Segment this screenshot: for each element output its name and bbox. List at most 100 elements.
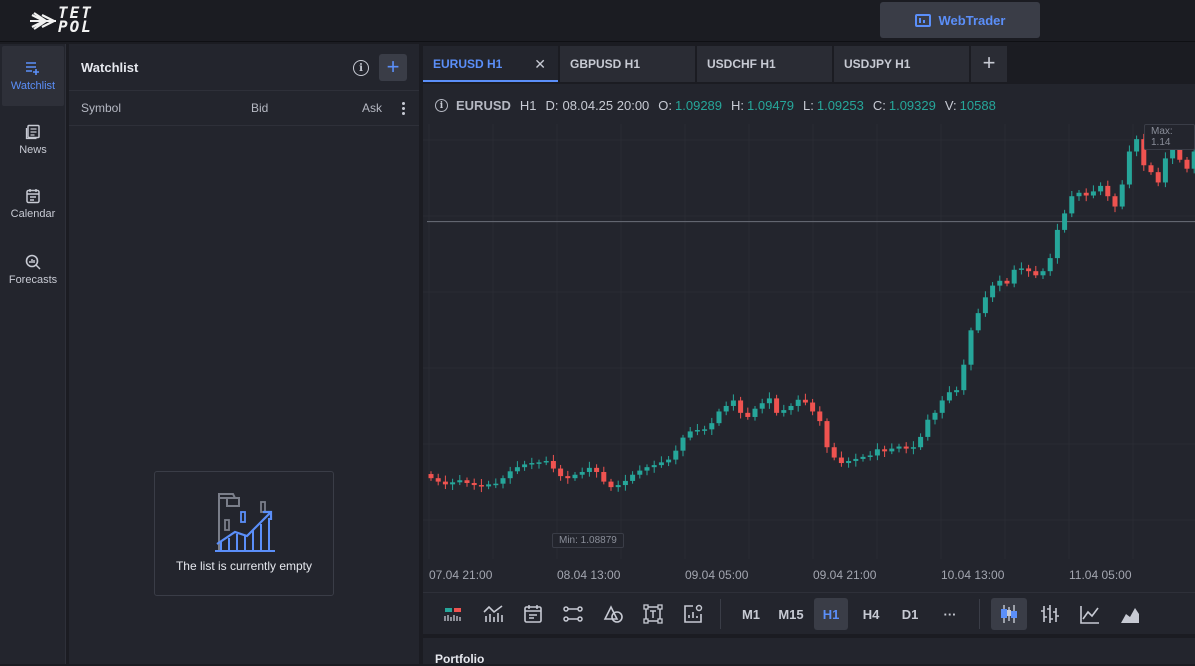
candlestick-chart[interactable] [423,84,1195,592]
column-symbol[interactable]: Symbol [81,101,122,115]
chart-settings-button[interactable] [677,598,709,630]
legend-timeframe: H1 [519,98,537,113]
candle-body [694,430,700,432]
webtrader-button[interactable]: WebTrader [880,2,1040,38]
portfolio-title: Portfolio [435,652,485,666]
candle-body [471,482,477,486]
chart-type-button[interactable] [437,598,469,630]
chart-tabs: EURUSD H1 ✕ GBPUSD H1 USDCHF H1 USDJPY H… [421,44,1195,82]
candle-body [1162,158,1168,183]
candle-body [946,392,952,401]
candle-body [1177,144,1183,160]
line-style-button[interactable] [1073,598,1107,630]
templates-button[interactable] [517,598,549,630]
candle-body [1083,192,1089,196]
legend-low: 1.09253 [816,98,864,113]
candles-icon [1001,605,1017,623]
logo-line-1: TET [58,3,93,22]
candle-body [1004,280,1010,284]
candle-body [874,449,880,456]
candle-body [622,480,628,486]
candle-body [853,458,859,461]
tab-usdjpy[interactable]: USDJPY H1 [834,46,969,82]
x-tick-label: 09.04 05:00 [685,568,749,582]
candle-body [990,285,996,298]
candles-style-button[interactable] [991,598,1027,630]
column-bid[interactable]: Bid [251,101,269,115]
legend-date-label: D: [545,98,559,113]
tab-eurusd[interactable]: EURUSD H1 ✕ [423,46,558,82]
toolbar-divider [979,599,980,629]
nav-item-calendar[interactable]: Calendar [2,174,64,234]
timeframe-m1-button[interactable]: M1 [741,606,761,622]
info-icon[interactable]: i [353,60,369,76]
tab-gbpusd[interactable]: GBPUSD H1 [560,46,695,82]
candle-body [594,467,600,472]
candle-body [867,455,873,457]
watchlist-title: Watchlist [81,60,139,75]
timeframe-d1-button[interactable]: D1 [901,606,919,622]
add-tab-button[interactable]: + [971,46,1007,82]
close-icon[interactable]: ✕ [534,56,546,72]
timeframe-h1-button[interactable]: H1 [814,598,848,630]
brand-logo[interactable]: TET POL [30,5,120,37]
column-ask[interactable]: Ask [362,101,383,115]
shapes-button[interactable] [597,598,629,630]
shapes-icon [603,605,623,623]
tab-usdchf[interactable]: USDCHF H1 [697,46,832,82]
candle-body [1047,258,1053,272]
legend-volume: 10588 [959,98,996,113]
line-chart-icon [1080,606,1099,624]
candle-body [601,471,607,482]
chart-panel[interactable]: i EURUSD H1 D: 08.04.25 20:00 O: 1.09289… [423,84,1195,592]
timeframe-m15-button[interactable]: M15 [778,606,804,622]
candle-body [536,462,542,464]
top-bar: TET POL WebTrader [0,0,1195,42]
candle-body [1148,165,1154,173]
candle-body [1112,196,1118,207]
nav-item-news[interactable]: News [2,110,64,170]
kebab-menu-icon[interactable] [402,102,406,116]
nav-label-calendar: Calendar [10,208,56,220]
candle-body [1054,229,1060,259]
candle-body [608,481,614,488]
max-price-tag: Max: 1.14 [1144,124,1195,150]
nav-item-watchlist[interactable]: Watchlist [2,46,64,106]
text-tool-button[interactable] [637,598,669,630]
add-symbol-button[interactable]: + [379,54,407,81]
info-icon[interactable]: i [435,99,448,112]
candle-body [457,480,463,483]
bars-style-button[interactable] [1033,598,1067,630]
indicators-button[interactable] [477,598,509,630]
area-style-button[interactable] [1113,598,1147,630]
area-chart-icon [1121,608,1139,623]
candle-body [1134,139,1140,152]
candle-body [774,398,780,413]
tab-label: EURUSD H1 [433,57,503,71]
trend-line-button[interactable] [557,598,589,630]
tab-label: GBPUSD H1 [570,57,641,71]
candle-body [579,471,585,475]
min-price-tag: Min: 1.08879 [552,533,624,548]
candle-body [860,456,866,459]
ohlc-legend: i EURUSD H1 D: 08.04.25 20:00 O: 1.09289… [435,98,996,113]
candle-body [550,460,556,469]
candle-body [514,467,520,472]
nav-item-forecasts[interactable]: Forecasts [2,240,64,300]
candle-body [982,297,988,314]
forecasts-icon [25,254,41,270]
candle-body [680,437,686,451]
legend-close: 1.09329 [888,98,936,113]
timeframe-h4-button[interactable]: H4 [862,606,880,622]
candle-body [666,459,672,463]
legend-low-label: L: [803,98,814,113]
candle-body [1119,184,1125,207]
candle-body [802,399,808,403]
candle-body [968,330,974,365]
candle-body [637,470,643,475]
more-timeframes-button[interactable]: ··· [943,606,957,622]
candle-body [572,474,578,479]
candle-body [738,400,744,413]
candle-body [1040,271,1046,276]
candle-body [889,448,895,452]
